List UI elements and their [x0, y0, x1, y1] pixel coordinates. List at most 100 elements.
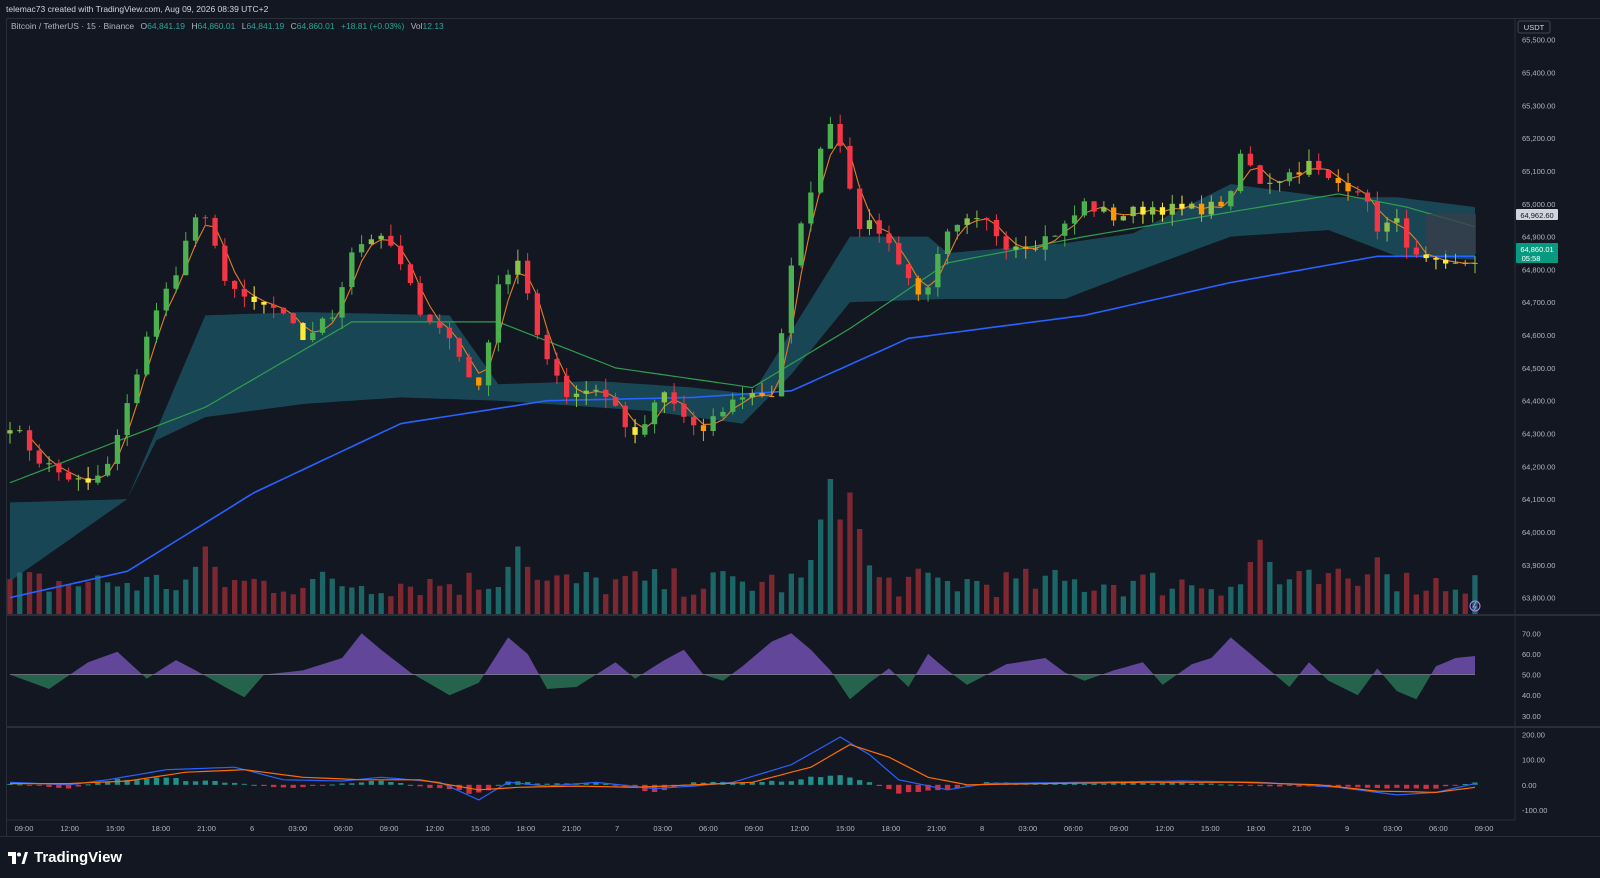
candle-body[interactable] — [105, 463, 111, 476]
candle-body[interactable] — [720, 411, 726, 417]
candle-body[interactable] — [739, 397, 746, 400]
candle-body[interactable] — [583, 390, 589, 394]
chart-frame[interactable] — [6, 18, 1600, 836]
candle-body[interactable] — [886, 233, 892, 244]
currency-badge[interactable] — [1517, 20, 1551, 34]
candle-body[interactable] — [1355, 191, 1361, 193]
candle-body[interactable] — [642, 424, 648, 435]
candle-body[interactable] — [1071, 215, 1078, 224]
candle-body[interactable] — [114, 435, 121, 464]
candle-body[interactable] — [75, 478, 81, 480]
tradingview-logo-icon[interactable] — [8, 851, 28, 865]
candle-body[interactable] — [818, 148, 824, 193]
candle-body[interactable] — [905, 264, 912, 279]
candle-body[interactable] — [759, 393, 765, 397]
candle-body[interactable] — [261, 301, 267, 305]
candle-body[interactable] — [1413, 247, 1419, 255]
candle-body[interactable] — [280, 307, 287, 314]
candle-body[interactable] — [1325, 170, 1332, 178]
candle-body[interactable] — [173, 275, 179, 289]
candle-body[interactable] — [144, 336, 150, 375]
candle-body[interactable] — [954, 224, 960, 232]
candle-body[interactable] — [85, 478, 91, 483]
candle-body[interactable] — [710, 416, 716, 431]
symbol-label[interactable]: Bitcoin / TetherUS · 15 · Binance — [11, 21, 135, 31]
candle-body[interactable] — [1404, 218, 1410, 248]
candle-body[interactable] — [1286, 172, 1293, 182]
candle-body[interactable] — [1032, 248, 1039, 250]
chart-canvas[interactable]: 65,500.00 65,400.00 65,300.00 65,200.00 65,1… — [0, 0, 1600, 836]
candle-body[interactable] — [212, 217, 218, 246]
candle-body[interactable] — [1023, 246, 1029, 249]
candle-body[interactable] — [1150, 207, 1156, 215]
candle-body[interactable] — [95, 475, 101, 483]
candle-body[interactable] — [651, 402, 658, 425]
candle-body[interactable] — [1296, 172, 1302, 175]
candle-body[interactable] — [593, 389, 599, 391]
candle-body[interactable] — [866, 220, 873, 229]
candle-body[interactable] — [857, 188, 863, 229]
candle-body[interactable] — [984, 218, 990, 220]
candle-body[interactable] — [1218, 201, 1224, 207]
candle-body[interactable] — [26, 430, 33, 451]
candle-body[interactable] — [1335, 178, 1341, 183]
candle-body[interactable] — [388, 235, 394, 246]
candle-body[interactable] — [1306, 160, 1312, 175]
candle-body[interactable] — [1228, 191, 1234, 207]
candle-body[interactable] — [1179, 203, 1185, 209]
candle-body[interactable] — [700, 425, 707, 431]
candle-body[interactable] — [1247, 153, 1253, 166]
candle-body[interactable] — [896, 243, 902, 265]
candle-body[interactable] — [407, 264, 414, 283]
candle-body[interactable] — [935, 254, 941, 288]
candle-body[interactable] — [1052, 235, 1058, 237]
candle-body[interactable] — [349, 252, 355, 288]
candle-body[interactable] — [1237, 153, 1244, 192]
candle-body[interactable] — [1081, 201, 1087, 216]
candle-body[interactable] — [1316, 160, 1322, 170]
candle-body[interactable] — [603, 389, 609, 397]
candle-body[interactable] — [290, 313, 296, 324]
candle-body[interactable] — [730, 399, 736, 412]
candle-body[interactable] — [1003, 236, 1009, 250]
candle-body[interactable] — [222, 245, 228, 281]
candle-body[interactable] — [1111, 207, 1117, 221]
candle-body[interactable] — [427, 314, 433, 322]
candle-body[interactable] — [17, 430, 23, 432]
candle-body[interactable] — [358, 244, 365, 253]
candle-body[interactable] — [456, 338, 462, 357]
candle-body[interactable] — [876, 220, 882, 234]
candle-body[interactable] — [827, 124, 833, 149]
candle-body[interactable] — [1140, 206, 1146, 215]
candle-body[interactable] — [1374, 201, 1380, 232]
position-box[interactable] — [1426, 214, 1476, 254]
candle-body[interactable] — [319, 318, 326, 333]
candle-body[interactable] — [534, 293, 540, 335]
candle-body[interactable] — [554, 359, 560, 376]
candle-body[interactable] — [153, 310, 160, 337]
candle-body[interactable] — [1472, 262, 1478, 264]
candle-body[interactable] — [163, 288, 169, 311]
candle-body[interactable] — [134, 374, 140, 404]
candle-body[interactable] — [485, 342, 492, 386]
candle-body[interactable] — [368, 239, 374, 245]
candle-body[interactable] — [437, 321, 443, 328]
candle-body[interactable] — [1257, 165, 1263, 184]
candle-body[interactable] — [808, 192, 814, 224]
candle-body[interactable] — [1384, 222, 1390, 232]
candle-body[interactable] — [56, 463, 62, 473]
candle-body[interactable] — [65, 472, 72, 480]
candle-body[interactable] — [378, 235, 384, 240]
candle-body[interactable] — [993, 220, 1000, 237]
candle-body[interactable] — [612, 397, 619, 406]
candle-body[interactable] — [339, 287, 345, 318]
candle-body[interactable] — [964, 218, 970, 225]
candle-body[interactable] — [466, 356, 472, 378]
candle-body[interactable] — [1120, 216, 1126, 221]
candle-body[interactable] — [1101, 207, 1107, 212]
candle-body[interactable] — [1267, 182, 1273, 184]
candle-body[interactable] — [749, 393, 755, 398]
candle-body[interactable] — [944, 231, 951, 255]
candle-body[interactable] — [495, 284, 501, 343]
candle-body[interactable] — [329, 317, 335, 319]
